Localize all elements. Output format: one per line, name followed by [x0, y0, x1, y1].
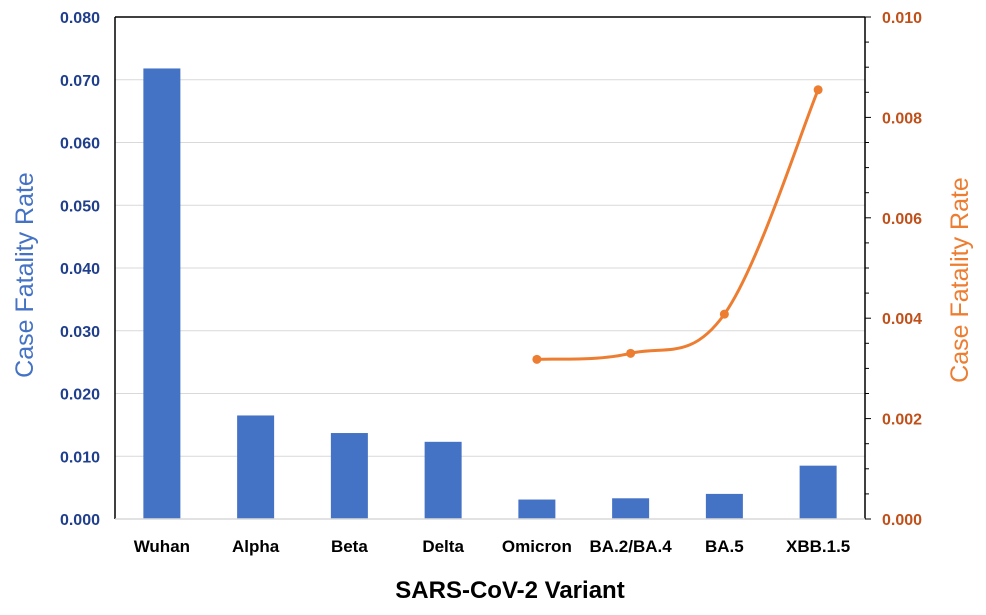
right-tick-label: 0.006	[882, 211, 922, 228]
left-tick-label: 0.000	[60, 512, 100, 529]
left-tick-label: 0.010	[60, 449, 100, 466]
bar	[330, 433, 368, 519]
left-axis-ticks: 0.000 0.010 0.020 0.030 0.040 0.050 0.060 0.070…	[60, 10, 100, 529]
bar	[799, 465, 837, 519]
left-tick-label: 0.080	[60, 10, 100, 27]
line-point	[719, 309, 729, 319]
left-tick-label: 0.050	[60, 198, 100, 215]
right-tick-label: 0.010	[882, 10, 922, 27]
category-label: Beta	[331, 537, 368, 556]
left-tick-label: 0.060	[60, 136, 100, 153]
category-label: Alpha	[232, 537, 280, 556]
series-line	[536, 89, 820, 361]
category-label: BA.2/BA.4	[590, 537, 673, 556]
left-axis-label: Case Fatality Rate	[11, 172, 39, 378]
bar	[237, 415, 275, 519]
bar	[612, 498, 650, 519]
category-label: XBB.1.5	[786, 537, 850, 556]
x-axis-label: SARS-CoV-2 Variant	[395, 577, 624, 604]
bar-series	[143, 68, 837, 519]
category-label: Wuhan	[134, 537, 190, 556]
category-label: Omicron	[502, 537, 572, 556]
line-point	[532, 354, 542, 364]
right-tick-label: 0.002	[882, 412, 922, 429]
right-tick-label: 0.008	[882, 110, 922, 127]
line-series	[532, 85, 823, 364]
right-tick-label: 0.000	[882, 512, 922, 529]
line-point	[626, 348, 636, 358]
category-labels: Wuhan Alpha Beta Delta Omicron BA.2/BA.4 BA.5 X…	[134, 537, 851, 556]
gridlines	[115, 79, 865, 457]
right-tick-label: 0.004	[882, 311, 922, 328]
right-axis-ticks: 0.000 0.002 0.004 0.006 0.008 0.010	[865, 10, 922, 529]
bar	[705, 493, 743, 519]
left-tick-label: 0.070	[60, 73, 100, 90]
right-axis-label: Case Fatality Rate	[946, 177, 974, 383]
left-tick-label: 0.040	[60, 261, 100, 278]
bar	[143, 68, 181, 519]
bar	[424, 441, 462, 519]
category-label: BA.5	[705, 537, 744, 556]
line-point	[813, 85, 823, 95]
left-tick-label: 0.020	[60, 387, 100, 404]
category-label: Delta	[422, 537, 464, 556]
bar	[518, 499, 556, 519]
left-tick-label: 0.030	[60, 324, 100, 341]
